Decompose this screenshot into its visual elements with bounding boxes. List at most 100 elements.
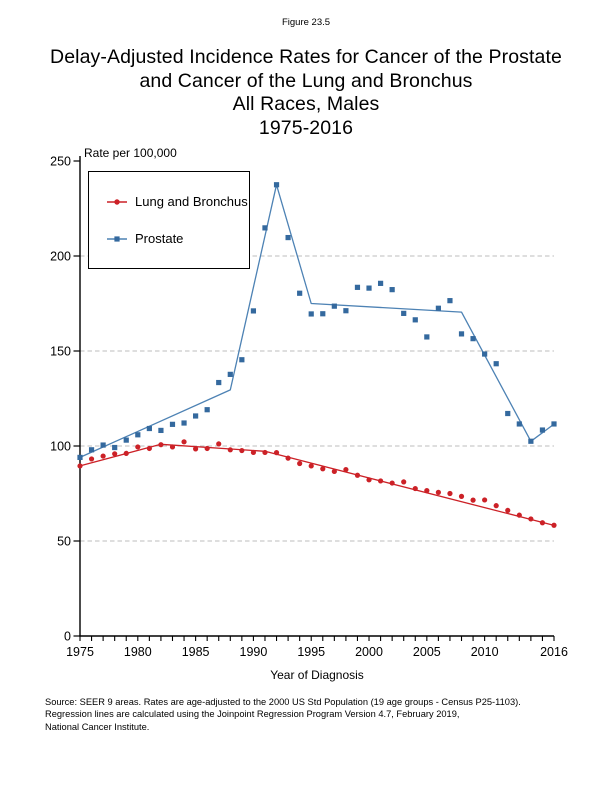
point-prostate-1975 (77, 454, 83, 460)
point-lung-and-bronchus-1994 (297, 460, 303, 467)
point-lung-and-bronchus-1995 (308, 463, 314, 469)
point-lung-and-bronchus-1981 (146, 445, 152, 452)
y-axis-title: Rate per 100,000 (84, 146, 177, 160)
series-prostate (77, 182, 557, 460)
point-prostate-2002 (389, 287, 395, 293)
point-lung-and-bronchus-2007 (447, 490, 453, 497)
point-prostate-1990 (250, 308, 257, 314)
point-lung-and-bronchus-1989 (239, 447, 245, 454)
chart-plot-area: 0 50 100 150 200 250 1975 1980 1985 1990 1995 2000 2… (50, 154, 568, 659)
point-prostate-1998 (343, 308, 349, 314)
point-lung-and-bronchus-1976 (88, 456, 95, 462)
point-prostate-2003 (401, 310, 407, 316)
point-lung-and-bronchus-1985 (193, 446, 199, 452)
point-lung-and-bronchus-1999 (354, 472, 361, 478)
source-note-line-2: Regression lines are calculated using th… (45, 709, 460, 720)
point-lung-and-bronchus-1986 (204, 445, 210, 452)
point-prostate-2005 (424, 334, 430, 340)
x-tick-label-1990: 1990 (240, 645, 268, 659)
point-lung-and-bronchus-1993 (285, 455, 291, 461)
point-lung-and-bronchus-1983 (169, 444, 176, 450)
point-prostate-2016 (551, 421, 557, 427)
legend-label-lung-and-bronchus: Lung and Bronchus (135, 194, 248, 209)
point-prostate-1983 (169, 421, 176, 427)
point-prostate-2001 (377, 280, 384, 286)
y-tick-label-200: 200 (50, 249, 71, 263)
series-lung-and-bronchus (77, 439, 557, 528)
y-tick-label-0: 0 (64, 629, 71, 643)
point-prostate-1996 (320, 311, 326, 317)
point-prostate-1999 (354, 284, 361, 290)
point-prostate-1981 (146, 425, 152, 432)
point-lung-and-bronchus-1978 (112, 451, 118, 457)
point-prostate-1979 (123, 437, 129, 443)
chart-title-line-4: 1975-2016 (258, 116, 354, 139)
point-prostate-1986 (204, 407, 210, 413)
source-note-line-3: National Cancer Institute. (45, 721, 150, 732)
point-lung-and-bronchus-2006 (435, 489, 441, 495)
point-lung-and-bronchus-1996 (320, 466, 326, 472)
point-prostate-1980 (135, 432, 141, 438)
point-lung-and-bronchus-1992 (273, 450, 280, 456)
point-lung-and-bronchus-1984 (181, 439, 187, 445)
trend-line-lung-and-bronchus (79, 443, 555, 527)
point-prostate-2014 (528, 438, 534, 444)
point-lung-and-bronchus-2002 (389, 480, 395, 486)
point-prostate-1977 (100, 442, 106, 448)
point-prostate-2009 (470, 336, 476, 342)
y-tick-label-250: 250 (50, 154, 71, 168)
point-prostate-2006 (435, 305, 441, 311)
legend-item-prostate: Prostate (106, 231, 183, 246)
point-prostate-2004 (412, 317, 418, 323)
legend-marker-circle-icon (107, 198, 127, 205)
point-prostate-2013 (516, 421, 522, 427)
y-tick-label-150: 150 (50, 344, 71, 358)
point-lung-and-bronchus-2015 (539, 520, 546, 526)
point-prostate-2007 (447, 298, 453, 304)
point-lung-and-bronchus-1982 (158, 442, 164, 448)
point-lung-and-bronchus-2005 (424, 488, 430, 494)
x-tick-label-1980: 1980 (124, 645, 152, 659)
legend-marker-shape (114, 235, 120, 242)
x-tick-label-2016: 2016 (540, 645, 568, 659)
point-lung-and-bronchus-2012 (505, 507, 511, 514)
point-lung-and-bronchus-2011 (493, 503, 499, 509)
point-lung-and-bronchus-2009 (470, 497, 476, 503)
x-tick-label-1975: 1975 (66, 645, 94, 659)
point-prostate-1985 (193, 413, 199, 419)
point-prostate-1976 (88, 447, 95, 453)
x-tick-label-2010: 2010 (471, 645, 499, 659)
point-lung-and-bronchus-1979 (123, 450, 129, 457)
legend-marker-shape (114, 198, 120, 205)
point-lung-and-bronchus-1975 (77, 463, 83, 469)
point-lung-and-bronchus-1997 (331, 468, 337, 475)
point-prostate-2008 (458, 331, 465, 337)
x-tick-label-1985: 1985 (182, 645, 210, 659)
point-prostate-1991 (262, 225, 268, 231)
point-prostate-1995 (308, 311, 314, 317)
point-prostate-1992 (273, 182, 280, 188)
point-lung-and-bronchus-2008 (458, 493, 465, 499)
point-lung-and-bronchus-1988 (227, 447, 233, 453)
point-lung-and-bronchus-2001 (377, 478, 384, 484)
point-prostate-2000 (366, 285, 372, 291)
chart-title-line-1: Delay-Adjusted Incidence Rates for Cance… (50, 46, 562, 68)
point-lung-and-bronchus-2004 (412, 485, 418, 492)
y-tick-label-100: 100 (50, 439, 71, 453)
point-lung-and-bronchus-2016 (551, 522, 557, 528)
point-lung-and-bronchus-2003 (401, 479, 407, 485)
point-lung-and-bronchus-1991 (262, 449, 268, 456)
x-axis-title: Year of Diagnosis (270, 668, 364, 682)
figure-number: Figure 23.5 (281, 17, 331, 28)
point-lung-and-bronchus-1998 (343, 466, 349, 473)
point-lung-and-bronchus-2010 (482, 497, 488, 503)
x-tick-label-2000: 2000 (355, 645, 383, 659)
legend-item-lung-and-bronchus: Lung and Bronchus (106, 194, 248, 209)
point-lung-and-bronchus-2000 (366, 477, 372, 483)
point-lung-and-bronchus-2013 (516, 512, 522, 518)
point-prostate-1978 (112, 444, 118, 451)
point-lung-and-bronchus-2014 (528, 516, 534, 522)
point-lung-and-bronchus-1977 (100, 453, 106, 459)
point-prostate-1997 (331, 303, 337, 309)
point-lung-and-bronchus-1990 (250, 449, 257, 456)
